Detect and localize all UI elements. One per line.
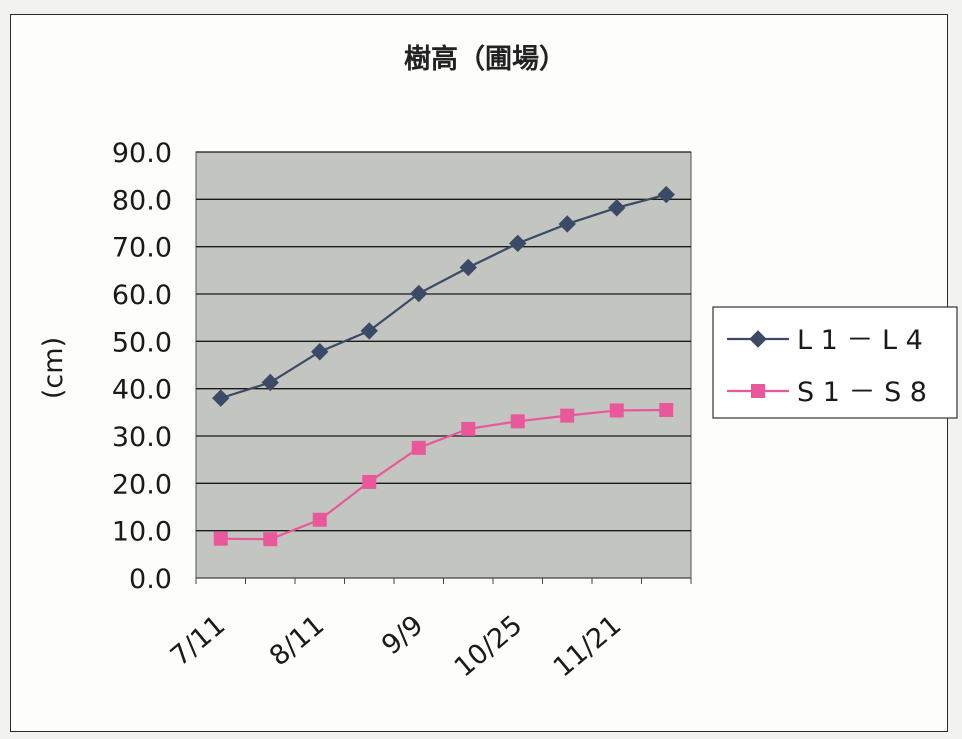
data-point (261, 373, 279, 392)
y-tick-label: 20.0 (112, 469, 172, 500)
data-point (509, 234, 527, 253)
x-tick-label: 8/11 (264, 610, 330, 673)
data-point (213, 531, 228, 546)
data-point (510, 414, 525, 429)
y-axis-label: (cm) (38, 337, 69, 399)
legend-label: L 1 － L 4 (797, 325, 923, 356)
series-2 (213, 402, 674, 547)
data-point (659, 402, 674, 417)
y-tick-label: 90.0 (112, 138, 172, 169)
data-point (609, 403, 624, 418)
legend-box (712, 306, 958, 419)
series-line (220, 408, 667, 541)
data-point (558, 215, 576, 233)
y-tick-label: 0.0 (129, 564, 172, 595)
y-tick-label: 10.0 (112, 517, 172, 548)
chart-title: 樹高（圃場） (404, 43, 566, 75)
data-point (312, 512, 327, 527)
data-point (212, 389, 230, 407)
legend: L 1 － L 4 S 1 － S 8 (712, 306, 958, 419)
data-point (410, 284, 428, 303)
data-point (459, 258, 477, 277)
plot-background (195, 151, 692, 579)
y-tick-label: 80.0 (112, 185, 172, 216)
legend-marker (749, 330, 767, 348)
legend-marker (751, 384, 765, 398)
x-tick-label: 10/25 (449, 610, 529, 684)
plot-area: 0.0 10.0 20.0 30.0 40.0 50.0 60.0 70.0 80.0 90.0 7… (112, 138, 692, 684)
y-tick-label: 60.0 (112, 280, 172, 311)
x-tick-label: 7/11 (165, 610, 231, 673)
data-point (362, 474, 377, 489)
y-tick-label: 30.0 (112, 422, 172, 453)
data-point (311, 343, 329, 361)
series-line (220, 193, 667, 400)
data-point (411, 440, 426, 455)
y-tick-label: 50.0 (112, 327, 172, 358)
legend-label: S 1 － S 8 (797, 377, 927, 408)
x-tick-label: 9/9 (376, 610, 429, 662)
y-tick-label: 70.0 (112, 233, 172, 264)
data-point (657, 185, 675, 204)
x-tick-label: 11/21 (548, 610, 628, 684)
data-point (560, 408, 575, 423)
series-1 (212, 185, 675, 407)
data-point (360, 322, 378, 340)
y-tick-label: 40.0 (112, 375, 172, 406)
data-point (461, 421, 476, 436)
data-point (263, 532, 278, 547)
data-point (608, 199, 626, 217)
